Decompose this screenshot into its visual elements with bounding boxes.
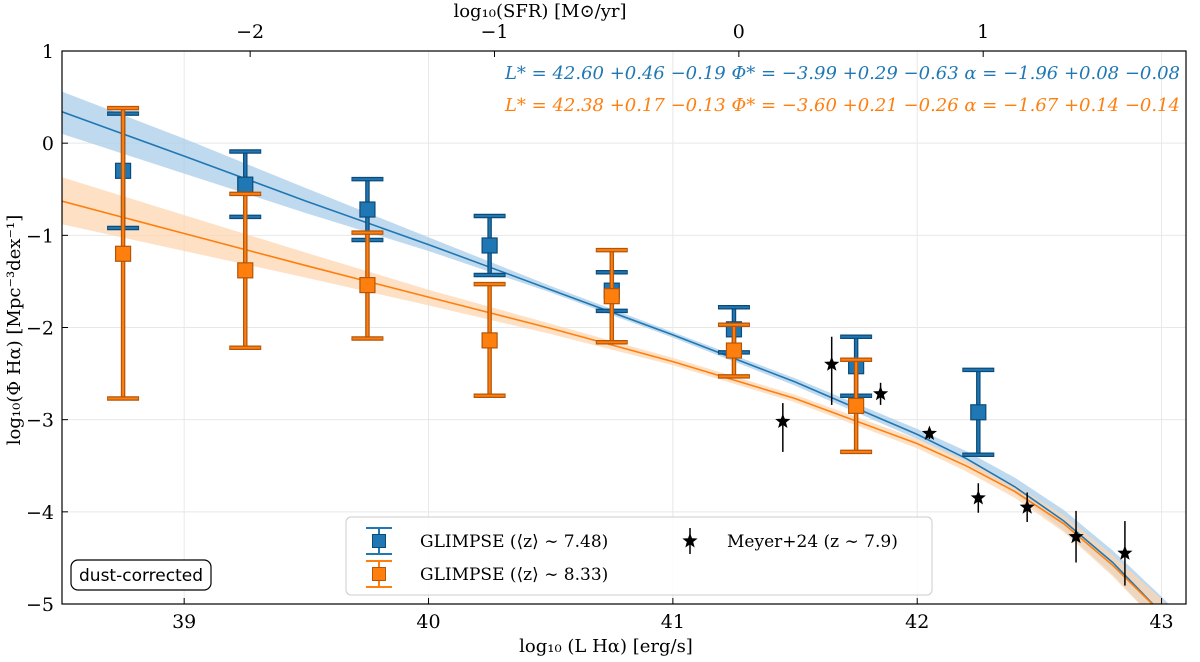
y-tick-label: −3 <box>26 410 54 432</box>
data-point <box>481 332 498 349</box>
data-point <box>603 288 620 305</box>
x-tick-label: 42 <box>905 611 929 633</box>
top-x-tick-label: 0 <box>733 21 745 43</box>
y-tick-label: −4 <box>26 502 54 524</box>
data-point <box>114 245 132 262</box>
legend: GLIMPSE (⟨z⟩ ∼ 7.48) GLIMPSE (⟨z⟩ ∼ 8.33… <box>345 516 933 596</box>
x-tick-label: 43 <box>1149 611 1173 633</box>
dust-corrected-label: dust-corrected <box>79 566 203 586</box>
x-tick-label: 40 <box>416 611 440 633</box>
data-point <box>237 262 254 279</box>
legend-frame <box>345 516 933 596</box>
fit-bands <box>62 91 1169 604</box>
data-point <box>725 342 743 359</box>
y-tick-label: −5 <box>26 594 54 616</box>
data-point <box>848 397 865 414</box>
series-2 <box>775 336 1133 586</box>
legend-label-meyer24: Meyer+24 (z ∼ 7.9) <box>727 532 898 552</box>
y-tick-label: 1 <box>42 41 54 63</box>
y-axis-label: log₁₀(Φ Hα) [Mpc⁻³dex⁻¹] <box>4 215 25 445</box>
dust-corrected-box: dust-corrected <box>70 559 212 591</box>
fit-band-0 <box>62 91 1169 604</box>
fit-band-1 <box>62 177 1166 604</box>
legend-label-glimpse-748: GLIMPSE (⟨z⟩ ∼ 7.48) <box>420 532 608 552</box>
data-point <box>237 176 254 193</box>
legend-square <box>372 567 386 581</box>
data-point-star <box>824 356 840 371</box>
x-axis-label: log₁₀ (L Hα) [erg/s] <box>519 636 693 657</box>
top-x-tick-label: −1 <box>480 21 508 43</box>
data-point-star <box>1117 545 1133 560</box>
data-point <box>359 201 376 218</box>
data-point-star <box>1019 499 1035 514</box>
legend-square <box>372 534 386 548</box>
top-x-tick-label: −2 <box>236 21 264 43</box>
data-point <box>970 404 987 421</box>
data-point-star <box>970 490 986 505</box>
data-point-star <box>1068 528 1084 544</box>
legend-star <box>682 533 698 548</box>
legend-marker-2 <box>682 528 698 554</box>
legend-marker-0 <box>366 527 392 555</box>
series-1 <box>107 105 873 455</box>
y-tick-label: 0 <box>42 133 54 155</box>
legend-label-glimpse-833: GLIMPSE (⟨z⟩ ∼ 8.33) <box>420 565 608 585</box>
data-point-star <box>921 425 937 440</box>
data-point-star <box>873 385 889 401</box>
data-points <box>107 105 1133 586</box>
x-tick-label: 41 <box>661 611 685 633</box>
data-point <box>359 277 376 294</box>
data-point-star <box>775 413 791 428</box>
y-tick-label: −1 <box>26 225 54 247</box>
top-x-axis-label: log₁₀(SFR) [M⊙/yr] <box>453 1 626 22</box>
top-x-tick-label: 1 <box>977 21 989 43</box>
data-point <box>481 237 498 254</box>
fit-annotation-blue: L* = 42.60 +0.46 −0.19 Φ* = −3.99 +0.29 … <box>504 63 1180 84</box>
x-tick-label: 39 <box>172 611 196 633</box>
legend-marker-1 <box>366 560 392 588</box>
fit-annotation-orange: L* = 42.38 +0.17 −0.13 Φ* = −3.60 +0.21 … <box>504 95 1180 116</box>
axis-ticks: 39 40 41 42 43 1 0 −1 −2 −3 −4 −5 −2 −1 0 1 <box>26 21 1174 633</box>
y-tick-label: −2 <box>26 318 54 340</box>
